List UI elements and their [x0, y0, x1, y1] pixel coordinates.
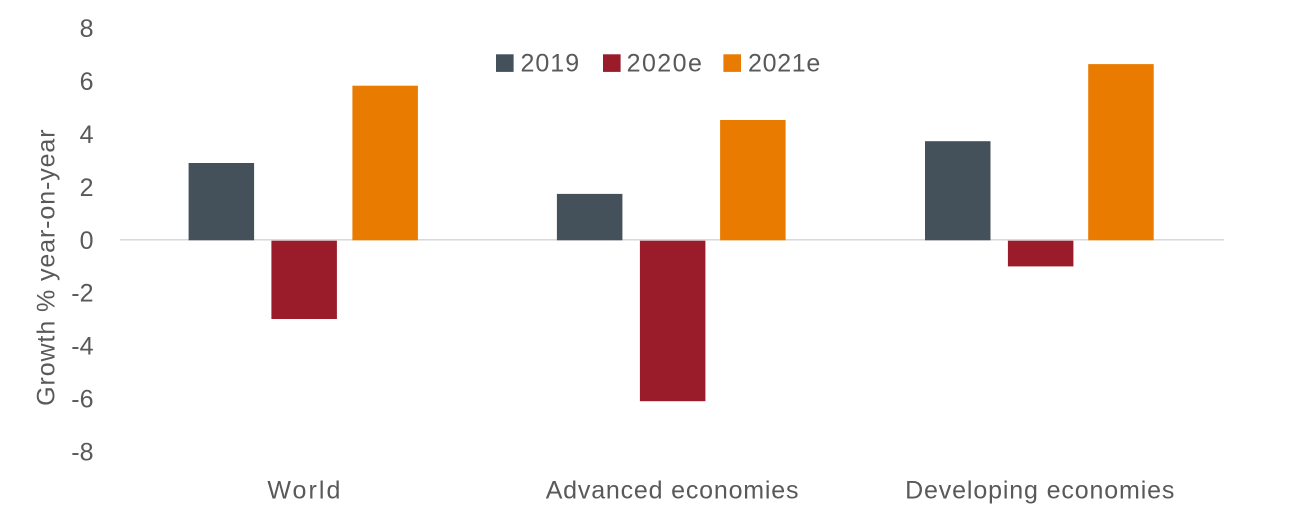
svg-text:4: 4	[80, 121, 94, 149]
svg-text:2020e: 2020e	[627, 50, 704, 78]
svg-text:-6: -6	[71, 386, 93, 414]
svg-text:-8: -8	[71, 439, 93, 467]
svg-text:2: 2	[80, 174, 94, 202]
svg-text:Growth % year-on-year: Growth % year-on-year	[32, 129, 60, 406]
svg-text:Advanced economies: Advanced economies	[546, 477, 800, 505]
svg-text:0: 0	[80, 227, 94, 255]
svg-text:-2: -2	[71, 280, 93, 308]
svg-text:World: World	[267, 477, 342, 505]
svg-text:-4: -4	[71, 333, 93, 361]
svg-text:2019: 2019	[521, 50, 581, 78]
svg-text:6: 6	[80, 68, 94, 96]
svg-text:8: 8	[80, 15, 94, 43]
svg-text:Developing economies: Developing economies	[905, 477, 1175, 505]
svg-text:2021e: 2021e	[748, 50, 821, 78]
